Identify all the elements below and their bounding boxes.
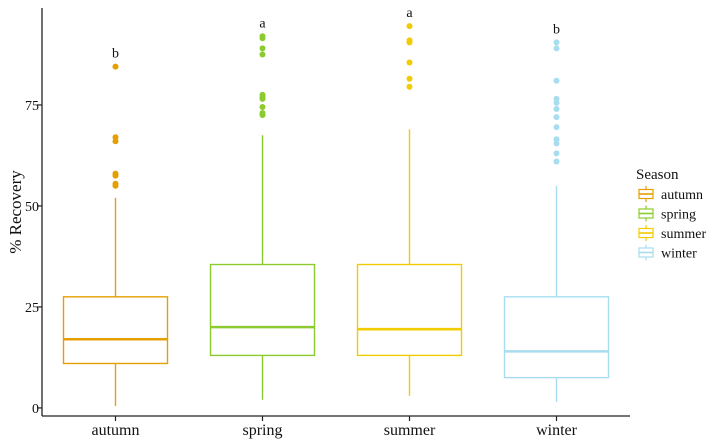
box-autumn: b: [62, 47, 169, 406]
outlier-point: [259, 110, 266, 117]
axes: 0 25 50 75 autumn spring summer winter: [25, 8, 630, 439]
box-summer: a: [356, 6, 463, 396]
outlier-point: [553, 77, 560, 84]
iqr-box: [503, 296, 610, 379]
outlier-point: [406, 23, 413, 30]
legend-item-winter: winter: [638, 244, 697, 262]
x-tick-label: spring: [243, 422, 283, 439]
legend-item-autumn: autumn: [638, 186, 703, 203]
y-tick-label: 25: [25, 301, 39, 316]
outlier-point: [406, 59, 413, 66]
outlier-point: [553, 150, 560, 157]
legend-label: winter: [661, 247, 697, 262]
outlier-point: [259, 33, 266, 40]
y-tick-label: 50: [25, 200, 39, 215]
y-tick-label: 75: [25, 99, 39, 114]
legend-item-spring: spring: [638, 205, 696, 223]
outlier-point: [259, 91, 266, 98]
outlier-point: [259, 51, 266, 58]
group-letter: a: [259, 16, 266, 31]
outlier-point: [553, 136, 560, 143]
outlier-point: [553, 39, 560, 46]
outlier-point: [112, 170, 119, 177]
outlier-point: [553, 114, 560, 121]
legend-label: autumn: [661, 188, 703, 203]
y-tick-label: 0: [32, 402, 39, 417]
legend-label: summer: [661, 227, 706, 242]
outlier-point: [112, 134, 119, 141]
outlier-point: [406, 75, 413, 82]
group-letter: a: [406, 6, 413, 21]
outlier-point: [553, 95, 560, 102]
y-axis-label: % Recovery: [6, 170, 25, 254]
x-tick-label: autumn: [92, 422, 140, 439]
x-tick-label: winter: [536, 422, 578, 439]
outlier-point: [406, 83, 413, 90]
iqr-box: [356, 263, 463, 357]
legend-label: spring: [661, 208, 696, 223]
outlier-point: [112, 180, 119, 187]
outlier-point: [553, 45, 560, 52]
iqr-box: [209, 263, 316, 357]
group-letter: b: [553, 22, 560, 37]
box-spring: a: [209, 16, 316, 400]
box-winter: b: [503, 22, 610, 402]
legend: Season autumn spring summer winter: [636, 167, 706, 262]
x-tick-label: summer: [384, 422, 436, 439]
outlier-point: [406, 37, 413, 44]
legend-item-summer: summer: [638, 225, 706, 242]
outlier-point: [259, 103, 266, 110]
outlier-point: [553, 105, 560, 112]
outlier-point: [112, 63, 119, 70]
plot-area: b a a b: [62, 6, 610, 406]
iqr-box: [62, 296, 169, 365]
group-letter: b: [112, 47, 119, 62]
outlier-point: [553, 158, 560, 165]
legend-title: Season: [636, 167, 679, 183]
outlier-point: [553, 124, 560, 131]
outlier-point: [259, 45, 266, 52]
